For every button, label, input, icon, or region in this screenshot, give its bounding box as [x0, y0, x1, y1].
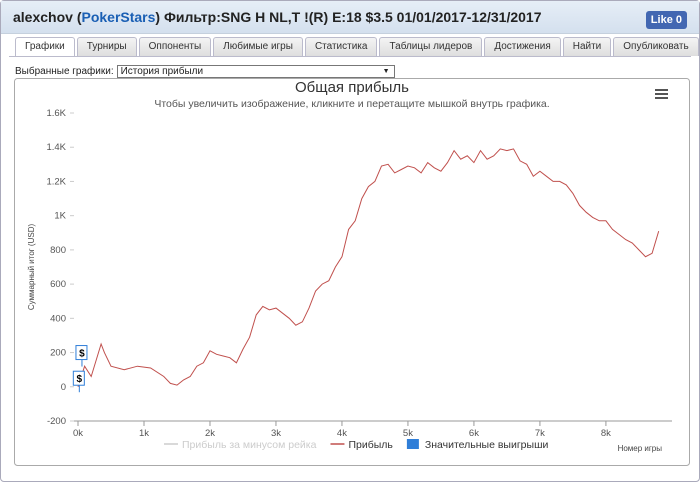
x-axis-label: Номер игры [618, 444, 663, 453]
marker-flag [72, 370, 85, 386]
tab[interactable]: Статистика [304, 37, 378, 56]
tab[interactable]: Графики [15, 37, 75, 56]
y-tick-label: 800 [50, 245, 66, 256]
x-tick-label: 0k [73, 428, 83, 439]
legend-label: Прибыль за минусом рейка [182, 439, 317, 451]
y-tick-label: -200 [47, 416, 66, 427]
tab[interactable]: Таблицы лидеров [379, 37, 483, 56]
marker-flag [75, 345, 88, 361]
tab[interactable]: Найти [562, 37, 612, 56]
x-tick-label: 4k [337, 428, 347, 439]
menu-button[interactable] [655, 89, 668, 99]
legend-item[interactable]: Значительные выигрыши [406, 439, 549, 451]
marker-label: $ [79, 349, 85, 360]
legend-label: Значительные выигрыши [425, 439, 549, 451]
x-tick-label: 8k [601, 428, 611, 439]
tabs: Графики Турниры Оппоненты Любимые игры Стати… [15, 37, 699, 56]
y-tick-label: 1K [54, 211, 66, 222]
like-label: Like [650, 14, 673, 26]
x-tick-label: 7k [535, 428, 545, 439]
title: alexchov ( [13, 9, 82, 25]
x-tick-label: 5k [403, 428, 413, 439]
y-tick-label: 1.6K [46, 108, 66, 119]
legend-label: Прибыль [348, 439, 393, 451]
line [77, 148, 660, 387]
tab[interactable]: Достижения [484, 37, 561, 56]
legend-swatch [406, 439, 419, 449]
dropdown[interactable]: История прибыли [116, 65, 395, 78]
chart-frame [14, 78, 690, 466]
y-tick-label: 1.2K [46, 176, 66, 187]
win-marker: $ [75, 345, 88, 367]
selector-label: Выбранные графики: [15, 66, 114, 77]
x-tick-label: 3k [271, 428, 281, 439]
tab[interactable]: Опубликовать [613, 37, 699, 56]
chart-subtitle: Чтобы увеличить изображение, кликните и … [154, 98, 549, 110]
x-tick-label: 6k [469, 428, 479, 439]
divider [9, 56, 691, 57]
y-tick-label: 600 [50, 279, 66, 290]
tab[interactable]: Турниры [76, 37, 137, 56]
selector: Выбранные графики: История прибыли [15, 65, 395, 78]
y-tick-label: 0 [61, 382, 66, 393]
x-tick-label: 1k [139, 428, 149, 439]
legend-item[interactable]: Прибыль за минусом рейка [164, 439, 317, 451]
marker-label: $ [77, 374, 83, 385]
legend-item[interactable]: Прибыль [330, 439, 393, 451]
site-link[interactable]: PokerStars [81, 9, 156, 25]
x-tick-label: 2k [205, 428, 215, 439]
header: alexchov (PokerStars) Фильтр:SNG H NL,T … [1, 1, 699, 34]
y-tick-label: 1.4K [46, 142, 66, 153]
chart: Общая прибыль Чтобы увеличить изображени… [14, 78, 690, 466]
like-button[interactable]: Like 0 [645, 11, 687, 29]
tab[interactable]: Оппоненты [138, 37, 212, 56]
like-count: 0 [675, 14, 682, 26]
chart-title: Общая прибыль [295, 79, 409, 96]
tab[interactable]: Любимые игры [213, 37, 303, 56]
title: ) Фильтр:SNG H NL,T !(R) E:18 $3.5 01/01… [155, 9, 542, 25]
win-marker: $ [72, 370, 85, 393]
y-tick-label: 200 [50, 348, 66, 359]
y-tick-label: 400 [50, 313, 66, 324]
y-axis-label: Суммарный итог (USD) [27, 224, 36, 311]
